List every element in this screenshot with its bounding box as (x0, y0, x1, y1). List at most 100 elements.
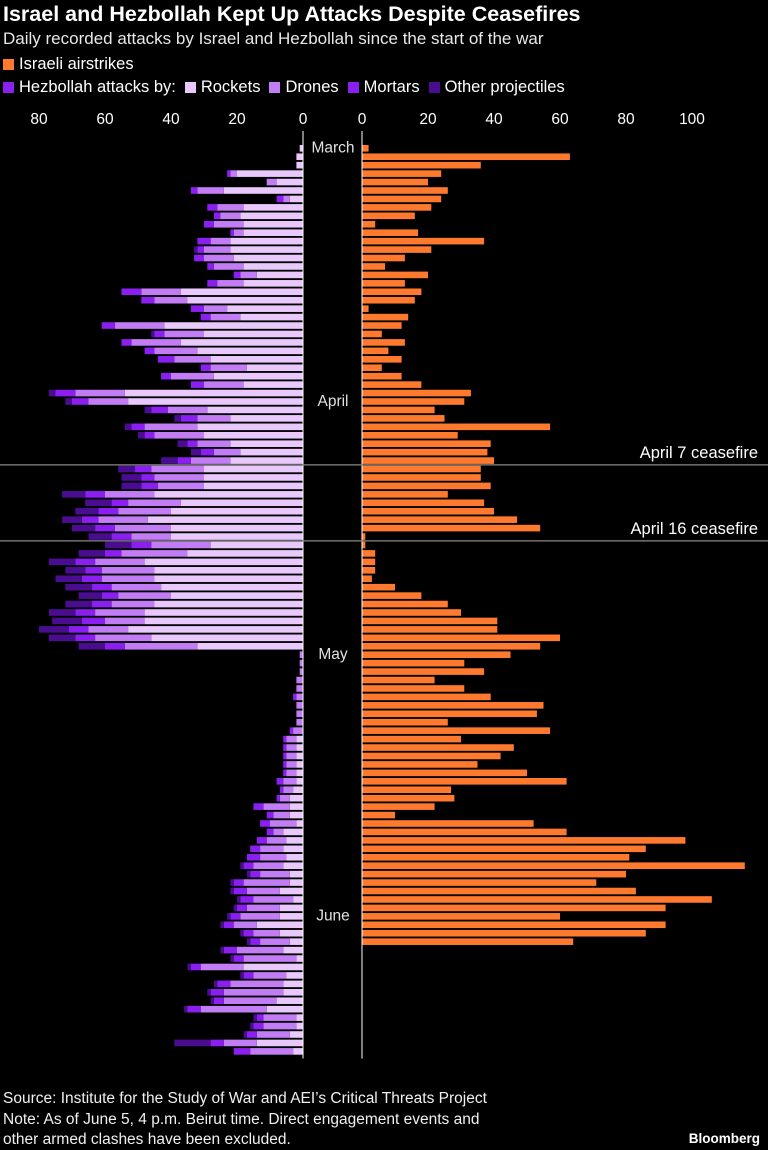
hezbollah-mortars-bar (85, 567, 102, 574)
hezbollah-drones-bar (296, 693, 303, 701)
israeli-airstrikes-bar (362, 187, 448, 194)
hezbollah-mortars-bar (266, 811, 274, 819)
hezbollah-rockets-bar (154, 575, 303, 583)
hezbollah-mortars-bar (237, 904, 247, 912)
israeli-airstrikes-bar (362, 870, 626, 878)
israeli-airstrikes-bar (362, 482, 491, 490)
israeli-airstrikes-bar (362, 491, 448, 498)
israeli-airstrikes-bar (362, 415, 445, 422)
hezbollah-drones-bar (250, 1048, 294, 1055)
hezbollah-drones-bar (197, 415, 231, 422)
hezbollah-other-projectiles-bar (65, 398, 72, 405)
hezbollah-drones-bar (200, 1005, 267, 1013)
hezbollah-drones-bar (286, 744, 297, 751)
hezbollah-drones-bar (118, 592, 171, 599)
israeli-airstrikes-bar (362, 769, 527, 777)
hezbollah-drones-bar (243, 879, 290, 886)
legend-mortars-label: Mortars (363, 78, 420, 96)
hezbollah-drones-bar (88, 626, 129, 633)
hezbollah-drones-bar (190, 457, 231, 464)
hezbollah-mortars-bar (233, 887, 247, 895)
hezbollah-mortars-bar (197, 237, 211, 245)
hezbollah-mortars-bar (250, 870, 261, 878)
hezbollah-mortars-bar (144, 347, 155, 355)
other-projectiles-swatch (428, 82, 440, 93)
hezbollah-rockets-bar (240, 313, 303, 321)
israeli-airstrikes-bar (362, 364, 382, 372)
hezbollah-drones-bar (213, 263, 244, 270)
hezbollah-drones-bar (223, 1039, 257, 1047)
israeli-airstrikes-bar (362, 693, 491, 701)
hezbollah-mortars-bar (207, 204, 218, 211)
hezbollah-rockets-bar (180, 499, 303, 507)
hezbollah-other-projectiles-bar (240, 929, 244, 937)
hezbollah-rockets-bar (293, 896, 303, 903)
israeli-airstrikes-bar (362, 575, 372, 583)
hezbollah-rockets-bar (213, 372, 303, 380)
hezbollah-other-projectiles-bar (75, 507, 99, 515)
hezbollah-rockets-bar (283, 862, 303, 869)
hezbollah-other-projectiles-bar (121, 482, 142, 490)
hezbollah-drones-bar (75, 389, 125, 397)
israeli-airstrikes-bar (362, 710, 537, 718)
hezbollah-rockets-bar (289, 794, 303, 802)
hezbollah-other-projectiles-bar (48, 609, 76, 616)
hezbollah-mortars-bar (240, 896, 254, 903)
legend-item-mortars: Mortars (347, 78, 420, 97)
hezbollah-drones-bar (167, 406, 208, 414)
hezbollah-drones-bar (204, 254, 234, 262)
hezbollah-mortars-bar (227, 170, 231, 177)
hezbollah-mortars-bar (246, 853, 261, 861)
hezbollah-mortars-bar (72, 398, 89, 405)
hezbollah-rockets-bar (171, 592, 303, 599)
israeli-airstrikes-bar (362, 929, 646, 937)
hezbollah-other-projectiles-bar (194, 246, 198, 253)
hezbollah-mortars-bar (207, 280, 218, 287)
hezbollah-other-projectiles-bar (187, 963, 191, 971)
hezbollah-mortars-bar (121, 339, 132, 346)
bloomberg-logo: Bloomberg (688, 1131, 760, 1146)
hezbollah-rockets-bar (151, 634, 303, 642)
hezbollah-mortars-bar (85, 491, 105, 498)
hezbollah-rockets-bar (293, 786, 303, 794)
israeli-airstrikes-bar (362, 828, 567, 836)
hezbollah-drones-bar (296, 702, 303, 709)
israeli-airstrikes-bar (362, 735, 461, 743)
hezbollah-rockets-bar (210, 541, 303, 549)
hezbollah-drones-bar (114, 322, 165, 329)
israeli-airstrikes-bar (362, 330, 382, 338)
hezbollah-drones-bar (197, 440, 231, 447)
hezbollah-other-projectiles-bar (233, 904, 237, 912)
hezbollah-mortars-bar (81, 516, 99, 523)
note-line-1: Note: As of June 5, 4 p.m. Beirut time. … (3, 1111, 480, 1128)
mortars-swatch (347, 82, 359, 93)
hezbollah-other-projectiles-bar (220, 946, 224, 954)
hezbollah-rockets-bar (233, 254, 303, 262)
hezbollah-mortars-bar (293, 693, 297, 701)
right-axis-tick-label: 80 (617, 111, 635, 128)
hezbollah-other-projectiles-bar (65, 567, 86, 574)
israeli-airstrikes-bar (362, 322, 402, 329)
hezbollah-drones-bar (210, 313, 241, 321)
israeli-airstrikes-bar (362, 651, 511, 658)
hezbollah-rockets-bar (256, 271, 303, 279)
israeli-airstrikes-bar (362, 668, 485, 675)
hezbollah-drones-bar (256, 1031, 290, 1038)
hezbollah-other-projectiles-bar (124, 423, 132, 431)
hezbollah-drones-bar (283, 195, 290, 203)
israeli-airstrikes-bar (362, 229, 419, 236)
israeli-airstrikes-bar (362, 288, 422, 296)
hezbollah-other-projectiles-bar (240, 972, 244, 979)
israeli-airstrikes-bar (362, 676, 435, 684)
hezbollah-drones-bar (220, 212, 241, 220)
israeli-airstrikes-bar (362, 212, 415, 220)
israeli-airstrikes-bar (362, 533, 366, 540)
hezbollah-mortars-bar (250, 845, 261, 853)
hezbollah-drones-bar (296, 718, 303, 726)
hezbollah-drones-bar (223, 997, 277, 1005)
hezbollah-rockets-bar (293, 1048, 303, 1055)
hezbollah-rockets-bar (154, 600, 303, 608)
hezbollah-drones-bar (121, 550, 188, 557)
hezbollah-rockets-bar (283, 989, 303, 996)
hezbollah-mortars-bar (266, 828, 274, 836)
